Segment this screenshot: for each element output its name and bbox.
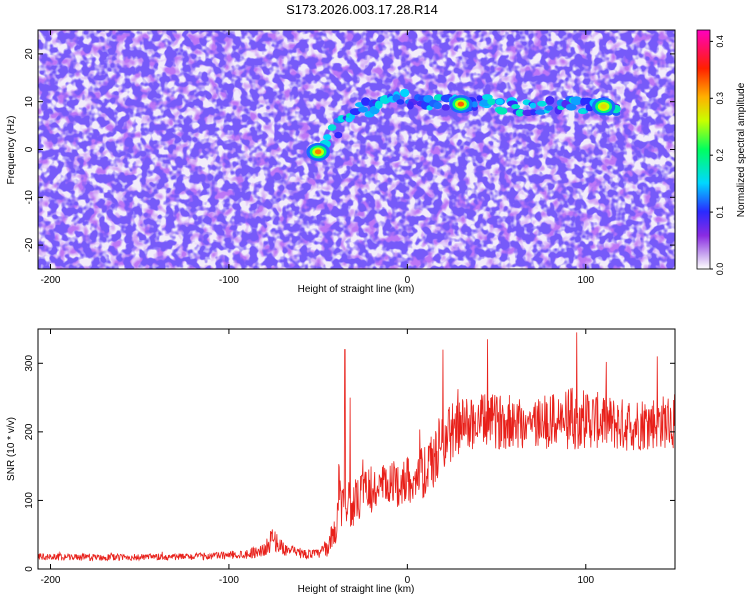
heatmap-y-tick-label: 10 [24,96,35,108]
colorbar-gradient [696,29,711,270]
heatmap-track-blob [407,101,414,110]
heatmap-track-blob [334,131,343,139]
heatmap-track-blob [396,99,405,105]
snr-y-tick-label: 300 [24,355,35,372]
colorbar-tick-label: 0.3 [715,92,725,105]
heatmap-track-blob [515,109,525,117]
snr-series-group [38,332,675,562]
heatmap-x-label: Height of straight line (km) [298,284,415,295]
colorbar: 0.0 0.1 0.2 0.3 0.4 Normalized spectral ampl… [696,29,747,275]
snr-frame [37,328,676,570]
colorbar-tick-label: 0.4 [715,35,725,48]
heatmap-track-blob [495,98,504,105]
heatmap-track-blob [496,107,508,115]
colorbar-tick-label: 0.0 [715,263,725,276]
heatmap-features [306,88,621,161]
heatmap-track-blob [570,96,583,106]
colorbar-tick-label: 0.1 [715,206,725,219]
snr-x-label: Height of straight line (km) [298,584,415,595]
heatmap-track-blob [537,100,547,107]
heatmap-x-tick-label: -100 [219,275,239,286]
heatmap-track-blob [361,97,371,106]
snr-background [38,329,675,569]
heatmap-x-tick-label: 100 [577,275,594,286]
heatmap-track-blob [349,113,356,120]
colorbar-tick-label: 0.2 [715,149,725,162]
snr-y-label: SNR (10 * v/v) [6,417,17,481]
heatmap-noise-layer-2 [38,30,675,269]
heatmap-track-blob [349,108,361,116]
snr-x-tick-label: -100 [219,575,239,586]
heatmap-track-blob [441,104,450,111]
heatmap-track-blob [565,103,577,111]
heatmap-track-blob [327,124,337,131]
snr-series-line [38,332,675,562]
snr-y-tick-label: 100 [24,492,35,509]
heatmap-track-blob [534,109,547,115]
heatmap-x-ticks: -200 -100 0 100 [40,30,595,286]
snr-x-ticks: -200 -100 0 100 [40,329,595,586]
heatmap-peak [457,101,465,107]
heatmap-track-blob [400,88,410,98]
heatmap-y-tick-label: -10 [24,190,35,205]
heatmap-track-blob [578,108,587,114]
heatmap-track-blob [511,103,520,110]
heatmap-track-blob [471,101,478,108]
heatmap-x-tick-label: -200 [40,275,60,286]
snr-x-tick-label: 100 [577,575,594,586]
snr-y-tick-label: 200 [24,423,35,440]
snr-y-ticks: 0 100 200 300 [24,355,675,572]
colorbar-label: Normalized spectral amplitude [736,82,747,217]
heatmap-y-tick-label: 20 [24,48,35,60]
heatmap-track-blob [544,105,554,111]
heatmap-track-blob [529,102,537,109]
colorbar-ticks: 0.0 0.1 0.2 0.3 0.4 [710,35,725,275]
heatmap-track-blob [433,101,442,110]
snr-panel: -200 -100 0 100 0 100 200 300 Height of straig… [6,328,676,595]
heatmap-track-blob [476,95,483,102]
heatmap-peak [600,103,607,109]
snr-x-tick-label: -200 [40,575,60,586]
snr-x-tick-label: 0 [405,575,411,586]
snr-y-tick-label: 0 [24,566,35,572]
heatmap-track-blob [487,98,496,106]
heatmap-x-tick-label: 0 [405,275,411,286]
heatmap-track-blob [323,134,332,141]
heatmap-track-blob [374,100,383,109]
heatmap-track-blob [530,109,537,116]
heatmap-y-tick-label: 0 [24,146,35,152]
heatmap-track-blob [545,95,555,105]
heatmap-peak [314,149,322,155]
heatmap-y-tick-label: -20 [24,237,35,252]
heatmap-y-ticks: -20 -10 0 10 20 [24,48,675,252]
figure-title: S173.2026.003.17.28.R14 [286,2,438,17]
heatmap-track-blob [358,106,369,113]
heatmap-y-label: Frequency (Hz) [6,116,17,185]
